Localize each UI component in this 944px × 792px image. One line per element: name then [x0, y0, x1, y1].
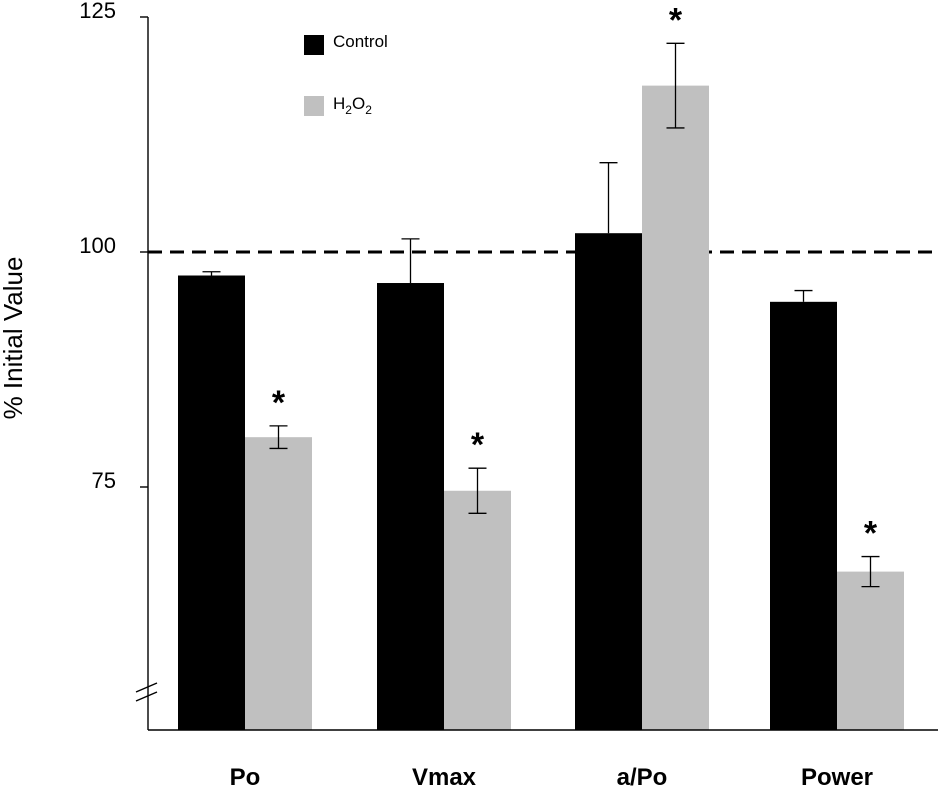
bars-layer: [178, 42, 904, 731]
significance-marker: *: [471, 426, 485, 464]
legend-label-part: 2: [365, 103, 372, 117]
x-category-label: Power: [801, 764, 873, 791]
bar-h2o2-apo: [642, 85, 709, 731]
axis-break-mark: [135, 691, 158, 702]
significance-marker: *: [669, 1, 683, 39]
legend-label-part: H: [333, 94, 345, 113]
y-tick-label: 100: [79, 233, 116, 258]
y-tick-label: 75: [92, 468, 116, 493]
y-axis-title: % Initial Value: [0, 257, 28, 420]
significance-marker: *: [272, 384, 286, 422]
legend-label-part: 2: [345, 103, 352, 117]
legend-label-h2o2: H2O2: [333, 94, 372, 117]
x-category-label: Vmax: [412, 764, 477, 791]
legend-swatch-h2o2: [304, 96, 324, 116]
legend-label-part: O: [352, 94, 365, 113]
bar-h2o2-power: [837, 571, 904, 730]
text-layer: * * * * 75 100 125 % Initial Value Po Vmax a/Po Pow…: [0, 0, 878, 791]
bar-control-power: [770, 301, 837, 730]
axis-break-mark: [135, 682, 158, 693]
x-category-label: Po: [230, 764, 261, 791]
axis-layer: [135, 16, 938, 731]
bar-h2o2-po: [245, 437, 312, 730]
bar-control-po: [178, 275, 245, 730]
bar-control-vmax: [377, 283, 444, 730]
y-tick-label: 125: [79, 0, 116, 23]
bar-h2o2-vmax: [444, 490, 511, 730]
x-category-label: a/Po: [617, 764, 668, 791]
legend-label-control: Control: [333, 32, 388, 51]
significance-marker: *: [864, 515, 878, 553]
legend-swatch-control: [304, 35, 324, 55]
bar-control-apo: [575, 233, 642, 730]
